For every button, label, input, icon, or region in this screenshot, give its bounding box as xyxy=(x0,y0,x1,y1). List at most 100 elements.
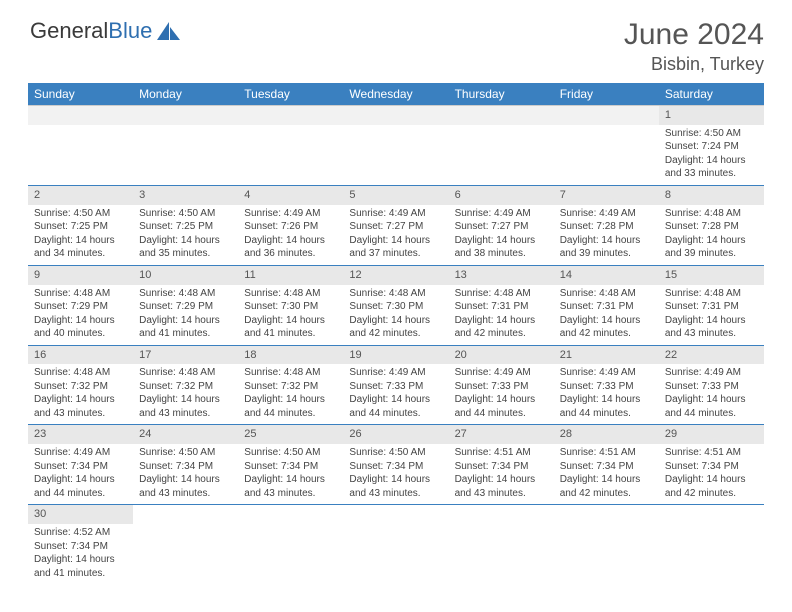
day-header: Monday xyxy=(133,83,238,106)
daylight-line-1: Daylight: 14 hours xyxy=(349,393,442,407)
title-block: June 2024 Bisbin, Turkey xyxy=(624,18,764,75)
day-number-cell: 6 xyxy=(449,185,554,204)
day-number-cell: 7 xyxy=(554,185,659,204)
daylight-line-1: Daylight: 14 hours xyxy=(349,314,442,328)
daylight-line-2: and 44 minutes. xyxy=(349,407,442,421)
day-detail-cell xyxy=(343,125,448,186)
day-number-cell xyxy=(28,106,133,125)
sunset-line: Sunset: 7:33 PM xyxy=(560,380,653,394)
daylight-line-2: and 44 minutes. xyxy=(560,407,653,421)
daylight-line-1: Daylight: 14 hours xyxy=(139,393,232,407)
sunrise-line: Sunrise: 4:51 AM xyxy=(455,446,548,460)
daylight-line-2: and 42 minutes. xyxy=(560,487,653,501)
daylight-line-2: and 33 minutes. xyxy=(665,167,758,181)
sunrise-line: Sunrise: 4:48 AM xyxy=(34,287,127,301)
sunrise-line: Sunrise: 4:50 AM xyxy=(665,127,758,141)
day-number-cell: 24 xyxy=(133,425,238,444)
day-number-cell: 13 xyxy=(449,265,554,284)
day-detail-cell: Sunrise: 4:48 AMSunset: 7:31 PMDaylight:… xyxy=(659,285,764,346)
daylight-line-1: Daylight: 14 hours xyxy=(455,393,548,407)
daylight-line-2: and 43 minutes. xyxy=(244,487,337,501)
day-detail-cell xyxy=(449,524,554,584)
sunset-line: Sunset: 7:28 PM xyxy=(665,220,758,234)
sunset-line: Sunset: 7:33 PM xyxy=(455,380,548,394)
daylight-line-1: Daylight: 14 hours xyxy=(34,234,127,248)
day-number-cell xyxy=(133,106,238,125)
daylight-line-1: Daylight: 14 hours xyxy=(34,393,127,407)
daylight-line-1: Daylight: 14 hours xyxy=(139,473,232,487)
sunrise-line: Sunrise: 4:49 AM xyxy=(665,366,758,380)
sunset-line: Sunset: 7:34 PM xyxy=(349,460,442,474)
sunrise-line: Sunrise: 4:49 AM xyxy=(455,207,548,221)
day-detail-cell xyxy=(449,125,554,186)
daynum-row: 30 xyxy=(28,505,764,524)
sunset-line: Sunset: 7:34 PM xyxy=(34,540,127,554)
brand-text-2: Blue xyxy=(108,18,152,44)
sunset-line: Sunset: 7:25 PM xyxy=(139,220,232,234)
sunset-line: Sunset: 7:34 PM xyxy=(139,460,232,474)
month-title: June 2024 xyxy=(624,18,764,52)
daylight-line-1: Daylight: 14 hours xyxy=(665,154,758,168)
sunrise-line: Sunrise: 4:48 AM xyxy=(560,287,653,301)
daylight-line-1: Daylight: 14 hours xyxy=(244,393,337,407)
day-number-cell xyxy=(238,505,343,524)
sunset-line: Sunset: 7:34 PM xyxy=(34,460,127,474)
day-number-cell xyxy=(133,505,238,524)
daynum-row: 9101112131415 xyxy=(28,265,764,284)
daylight-line-2: and 39 minutes. xyxy=(665,247,758,261)
sunset-line: Sunset: 7:34 PM xyxy=(560,460,653,474)
sunrise-line: Sunrise: 4:48 AM xyxy=(244,366,337,380)
daylight-line-1: Daylight: 14 hours xyxy=(349,234,442,248)
day-header: Friday xyxy=(554,83,659,106)
sunrise-line: Sunrise: 4:48 AM xyxy=(34,366,127,380)
sunset-line: Sunset: 7:33 PM xyxy=(665,380,758,394)
daylight-line-1: Daylight: 14 hours xyxy=(349,473,442,487)
sunset-line: Sunset: 7:29 PM xyxy=(139,300,232,314)
sunrise-line: Sunrise: 4:50 AM xyxy=(139,446,232,460)
day-number-cell: 17 xyxy=(133,345,238,364)
page-header: GeneralBlue June 2024 Bisbin, Turkey xyxy=(0,0,792,83)
day-header: Thursday xyxy=(449,83,554,106)
day-detail-cell: Sunrise: 4:51 AMSunset: 7:34 PMDaylight:… xyxy=(554,444,659,505)
daylight-line-2: and 43 minutes. xyxy=(665,327,758,341)
day-number-cell: 1 xyxy=(659,106,764,125)
day-detail-cell: Sunrise: 4:48 AMSunset: 7:31 PMDaylight:… xyxy=(554,285,659,346)
sunrise-line: Sunrise: 4:48 AM xyxy=(455,287,548,301)
day-number-cell xyxy=(343,106,448,125)
daylight-line-1: Daylight: 14 hours xyxy=(455,314,548,328)
daylight-line-1: Daylight: 14 hours xyxy=(244,473,337,487)
day-number-cell: 3 xyxy=(133,185,238,204)
daylight-line-2: and 42 minutes. xyxy=(665,487,758,501)
brand-logo: GeneralBlue xyxy=(30,18,182,44)
sunrise-line: Sunrise: 4:50 AM xyxy=(34,207,127,221)
daylight-line-2: and 42 minutes. xyxy=(349,327,442,341)
day-number-cell: 16 xyxy=(28,345,133,364)
day-detail-cell xyxy=(238,125,343,186)
daylight-line-2: and 41 minutes. xyxy=(244,327,337,341)
sunset-line: Sunset: 7:34 PM xyxy=(244,460,337,474)
day-detail-cell: Sunrise: 4:51 AMSunset: 7:34 PMDaylight:… xyxy=(449,444,554,505)
brand-text-1: General xyxy=(30,18,108,44)
day-detail-cell: Sunrise: 4:49 AMSunset: 7:33 PMDaylight:… xyxy=(659,364,764,425)
daylight-line-1: Daylight: 14 hours xyxy=(455,473,548,487)
daylight-line-2: and 44 minutes. xyxy=(455,407,548,421)
daylight-line-2: and 38 minutes. xyxy=(455,247,548,261)
day-detail-cell xyxy=(238,524,343,584)
day-header: Tuesday xyxy=(238,83,343,106)
sunset-line: Sunset: 7:31 PM xyxy=(665,300,758,314)
sunrise-line: Sunrise: 4:48 AM xyxy=(139,287,232,301)
sunset-line: Sunset: 7:32 PM xyxy=(139,380,232,394)
detail-row: Sunrise: 4:48 AMSunset: 7:29 PMDaylight:… xyxy=(28,285,764,346)
sunrise-line: Sunrise: 4:49 AM xyxy=(244,207,337,221)
day-header: Sunday xyxy=(28,83,133,106)
sunset-line: Sunset: 7:24 PM xyxy=(665,140,758,154)
sunrise-line: Sunrise: 4:48 AM xyxy=(349,287,442,301)
day-detail-cell: Sunrise: 4:50 AMSunset: 7:24 PMDaylight:… xyxy=(659,125,764,186)
daylight-line-2: and 39 minutes. xyxy=(560,247,653,261)
day-detail-cell: Sunrise: 4:48 AMSunset: 7:30 PMDaylight:… xyxy=(238,285,343,346)
day-detail-cell: Sunrise: 4:49 AMSunset: 7:33 PMDaylight:… xyxy=(343,364,448,425)
day-detail-cell: Sunrise: 4:48 AMSunset: 7:30 PMDaylight:… xyxy=(343,285,448,346)
day-number-cell xyxy=(449,106,554,125)
day-number-cell: 8 xyxy=(659,185,764,204)
day-number-cell: 2 xyxy=(28,185,133,204)
